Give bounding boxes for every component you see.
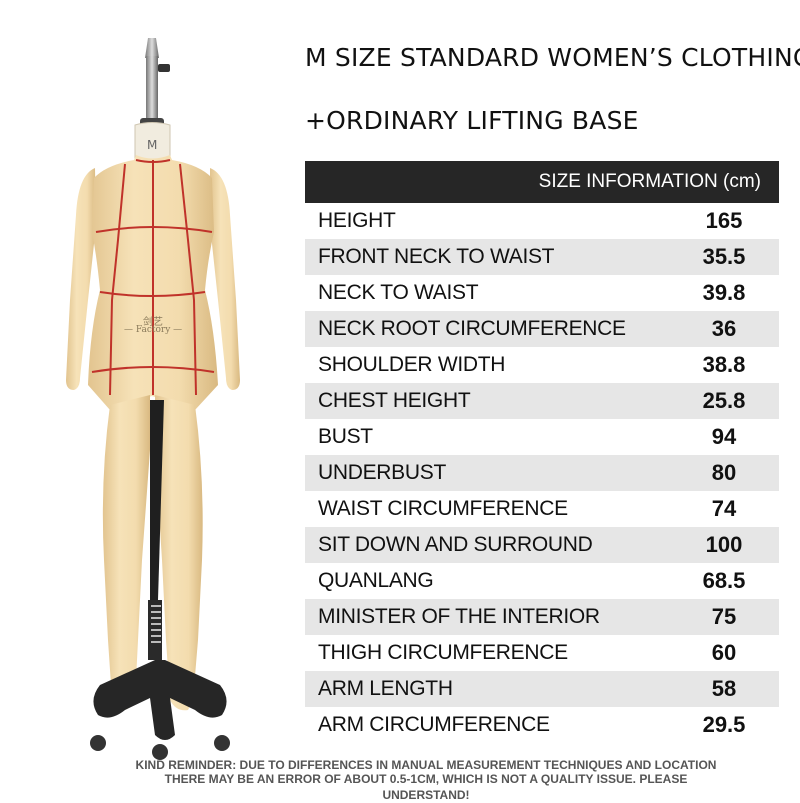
right-arm (210, 168, 240, 390)
measurement-label: UNDERBUST (318, 461, 446, 484)
size-mark: M (147, 138, 158, 152)
page-subtitle: +ORDINARY LIFTING BASE (305, 106, 639, 135)
table-row: CHEST HEIGHT 25.8 (305, 383, 779, 419)
table-row: HEIGHT 165 (305, 203, 779, 239)
left-arm (66, 168, 96, 390)
page-title: M SIZE STANDARD WOMEN’S CLOTHING (305, 43, 800, 72)
left-leg (102, 395, 150, 711)
measurement-value: 35.5 (702, 244, 746, 269)
size-table-body: HEIGHT 165 FRONT NECK TO WAIST 35.5 NECK TO … (305, 203, 779, 743)
reminder-line-2: THERE MAY BE AN ERROR OF ABOUT 0.5-1CM, … (164, 772, 688, 802)
measurement-value: 75 (711, 604, 737, 629)
measurement-label: ARM CIRCUMFERENCE (318, 713, 550, 736)
size-table-header: SIZE INFORMATION (cm) (305, 161, 779, 203)
measurement-label: FRONT NECK TO WAIST (318, 245, 555, 268)
measurement-value: 25.8 (702, 388, 746, 413)
measurement-value: 29.5 (702, 712, 746, 737)
table-row: MINISTER OF THE INTERIOR 75 (305, 599, 779, 635)
table-row: FRONT NECK TO WAIST 35.5 (305, 239, 779, 275)
measurement-value: 94 (711, 424, 737, 449)
measurement-label: WAIST CIRCUMFERENCE (318, 497, 568, 520)
brand-chinese: 剑艺 (143, 317, 163, 328)
measurement-label: SHOULDER WIDTH (318, 353, 506, 376)
stand (90, 400, 230, 760)
measurement-label: HEIGHT (318, 209, 396, 232)
measurement-value: 36 (711, 316, 737, 341)
measurement-label: SIT DOWN AND SURROUND (318, 533, 593, 556)
table-row: SHOULDER WIDTH 38.8 (305, 347, 779, 383)
table-row: WAIST CIRCUMFERENCE 74 (305, 491, 779, 527)
measurement-label: QUANLANG (318, 569, 434, 592)
size-table: SIZE INFORMATION (cm) HEIGHT 165 FRONT NEC… (305, 161, 779, 743)
table-row: BUST 94 (305, 419, 779, 455)
top-rod (140, 38, 170, 126)
table-row: UNDERBUST 80 (305, 455, 779, 491)
table-row: ARM LENGTH 58 (305, 671, 779, 707)
table-row: QUANLANG 68.5 (305, 563, 779, 599)
measurement-value: 39.8 (702, 280, 746, 305)
right-leg (155, 395, 203, 711)
measurement-value: 38.8 (702, 352, 746, 377)
measurement-value: 80 (711, 460, 737, 485)
table-row: SIT DOWN AND SURROUND 100 (305, 527, 779, 563)
measurement-value: 165 (705, 208, 743, 233)
measurement-label: NECK ROOT CIRCUMFERENCE (318, 317, 626, 340)
measurement-label: MINISTER OF THE INTERIOR (318, 605, 600, 628)
table-row: NECK TO WAIST 39.8 (305, 275, 779, 311)
measurement-value: 58 (711, 676, 737, 701)
table-row: NECK ROOT CIRCUMFERENCE 36 (305, 311, 779, 347)
reminder-line-1: KIND REMINDER: DUE TO DIFFERENCES IN MAN… (135, 758, 717, 772)
measurement-label: BUST (318, 425, 373, 448)
measurement-label: CHEST HEIGHT (318, 389, 471, 412)
measurement-value: 74 (711, 496, 737, 521)
table-row: ARM CIRCUMFERENCE 29.5 (305, 707, 779, 743)
measurement-label: ARM LENGTH (318, 677, 453, 700)
measurement-value: 100 (705, 532, 743, 557)
measurement-label: NECK TO WAIST (318, 281, 479, 304)
table-row: THIGH CIRCUMFERENCE 60 (305, 635, 779, 671)
measurement-value: 68.5 (702, 568, 746, 593)
measurement-label: THIGH CIRCUMFERENCE (318, 641, 568, 664)
brand-english: — Factory — (124, 325, 183, 335)
measurement-value: 60 (711, 640, 737, 665)
dress-form-image (66, 38, 240, 760)
